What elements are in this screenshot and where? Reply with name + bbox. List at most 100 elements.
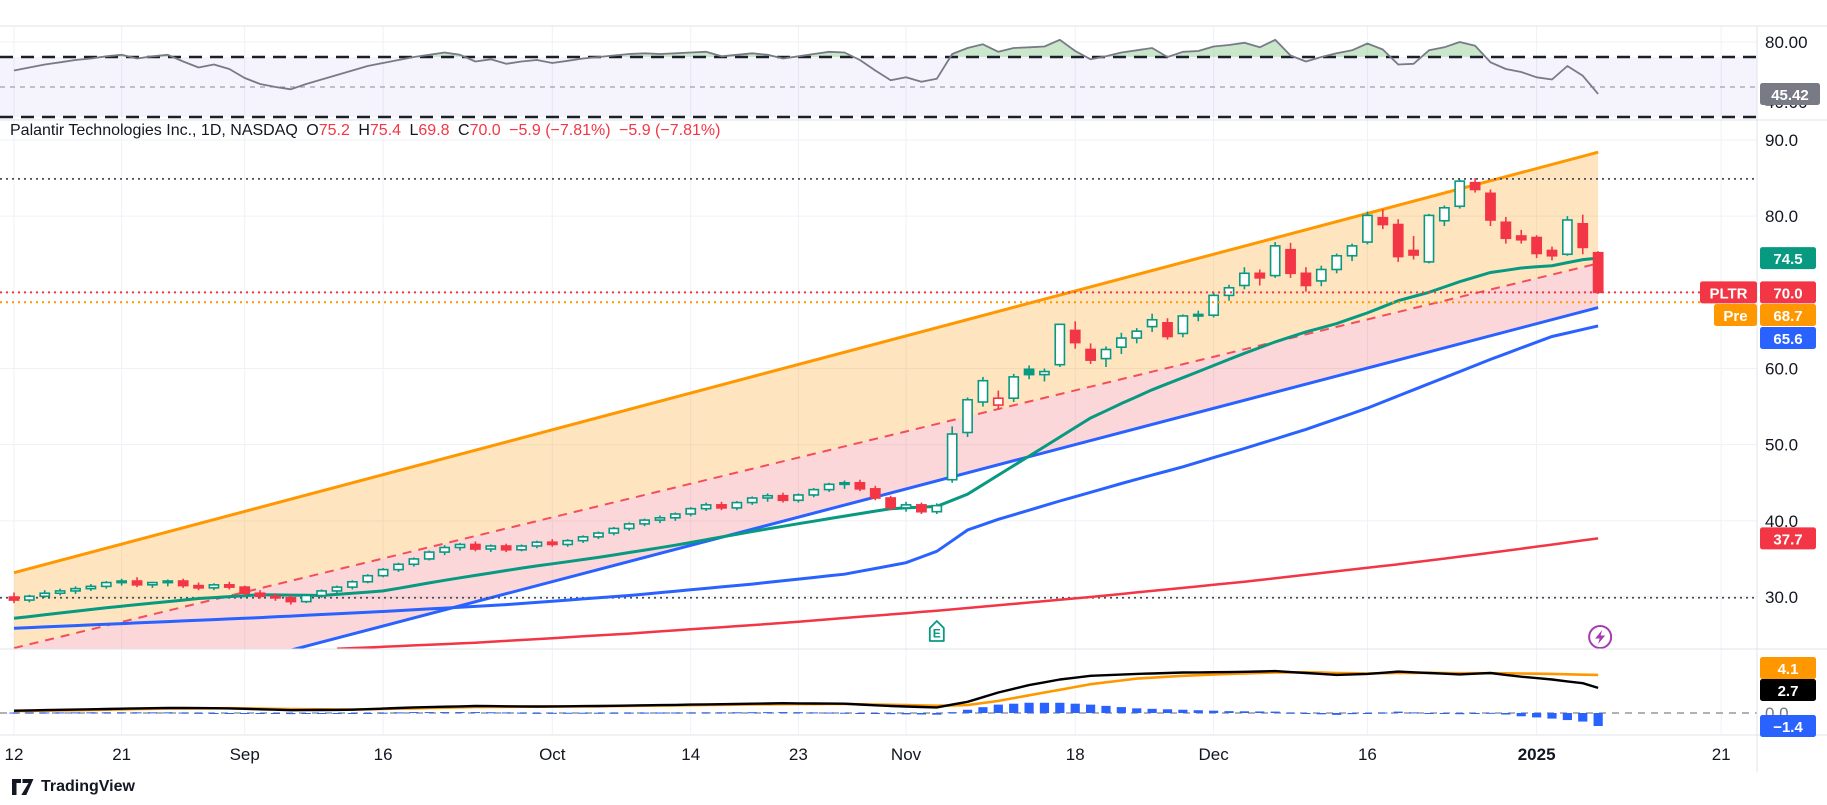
candle-body bbox=[1315, 268, 1327, 282]
histogram-bar bbox=[486, 712, 496, 714]
tradingview-logo[interactable]: TradingView bbox=[12, 778, 135, 796]
candle-body bbox=[1377, 216, 1389, 226]
histogram-bar bbox=[193, 712, 204, 714]
candle bbox=[1269, 242, 1281, 278]
candle-body bbox=[454, 543, 466, 549]
candle bbox=[562, 539, 574, 547]
candle-body bbox=[1254, 272, 1266, 279]
premarket-label-bg bbox=[1714, 304, 1757, 326]
histogram-bar bbox=[686, 712, 696, 714]
main-price-pane[interactable] bbox=[0, 150, 1757, 723]
histogram-bar bbox=[763, 712, 773, 714]
histogram-bar bbox=[747, 712, 757, 714]
candle bbox=[70, 586, 81, 594]
candle bbox=[1131, 328, 1143, 344]
price-tick-label: 80.0 bbox=[1765, 207, 1798, 226]
macd-signal-badge-bg bbox=[1760, 657, 1816, 679]
candle bbox=[1239, 267, 1250, 290]
price-axis[interactable]: 90.080.060.050.040.030.080.0040.000.045.… bbox=[1700, 33, 1820, 737]
candle-body bbox=[1577, 222, 1589, 249]
rsi-value-badge-text: 45.42 bbox=[1771, 87, 1809, 104]
earnings-marker[interactable]: E bbox=[928, 620, 945, 642]
rsi-line bbox=[13, 38, 1599, 95]
candle bbox=[1177, 314, 1189, 338]
histogram-bar bbox=[855, 713, 865, 714]
candle-body bbox=[1008, 376, 1020, 400]
candle bbox=[516, 544, 527, 552]
premarket-label: Pre bbox=[1714, 304, 1757, 326]
candle bbox=[1208, 292, 1220, 318]
histogram-bar bbox=[1039, 702, 1050, 713]
candle bbox=[1115, 332, 1127, 355]
candle-body bbox=[162, 580, 174, 584]
candle-body bbox=[823, 483, 835, 491]
candle-body bbox=[1561, 219, 1573, 256]
rsi-pane[interactable] bbox=[0, 38, 1757, 119]
ema-value-badge-bg bbox=[1760, 247, 1816, 270]
candle-body bbox=[900, 504, 912, 509]
candle bbox=[331, 585, 343, 594]
candle bbox=[946, 426, 958, 483]
histogram-bar bbox=[440, 712, 450, 714]
candle-body bbox=[1023, 368, 1035, 376]
macd-pane[interactable] bbox=[0, 669, 1757, 727]
time-axis-label: 14 bbox=[681, 745, 700, 764]
candle-body bbox=[1408, 249, 1419, 256]
candle-body bbox=[116, 580, 128, 584]
histogram-bar bbox=[1070, 703, 1080, 713]
histogram-bar bbox=[70, 712, 81, 714]
candle bbox=[393, 562, 404, 572]
upcoming-event-icon[interactable] bbox=[1588, 625, 1613, 649]
histogram-bar bbox=[24, 712, 34, 714]
macd-signal-badge-text: 4.1 bbox=[1778, 661, 1799, 678]
candle-body bbox=[362, 574, 374, 583]
histogram-bar bbox=[778, 712, 788, 714]
tradingview-logo-icon bbox=[12, 779, 34, 795]
candle bbox=[1085, 343, 1096, 364]
rsi-value-badge: 45.42 bbox=[1760, 83, 1820, 105]
candle bbox=[1162, 318, 1173, 340]
histogram-bar bbox=[1439, 713, 1449, 714]
candle-body bbox=[1208, 294, 1220, 316]
symbol-legend[interactable]: Palantir Technologies Inc., 1D, NASDAQ O… bbox=[10, 122, 724, 140]
candle bbox=[285, 594, 297, 605]
candle-body bbox=[746, 497, 758, 504]
histogram-bar bbox=[101, 712, 111, 714]
histogram-bar bbox=[609, 712, 619, 714]
candle bbox=[977, 376, 989, 407]
candle-body bbox=[1131, 330, 1143, 339]
candle-body bbox=[562, 539, 574, 546]
macd-histogram bbox=[9, 702, 1603, 727]
histogram-bar bbox=[1301, 713, 1311, 714]
candle-body bbox=[777, 494, 789, 502]
histogram-bar bbox=[932, 713, 942, 715]
histogram-bar bbox=[793, 712, 803, 714]
candle-body bbox=[469, 543, 481, 550]
time-axis[interactable]: 12 21 Sep 16 Oct 14 23 Nov 18 Dec 16 2025 21 bbox=[5, 745, 1731, 764]
histogram-bar bbox=[624, 712, 634, 714]
candle bbox=[316, 589, 327, 598]
histogram-bar bbox=[516, 712, 527, 714]
ohlc-open: O75.2 bbox=[306, 122, 350, 139]
histogram-bar bbox=[147, 712, 158, 714]
lightning-bolt bbox=[1595, 630, 1606, 644]
histogram-bar bbox=[1347, 713, 1357, 715]
candle-body bbox=[177, 580, 189, 587]
candle bbox=[546, 539, 558, 547]
symbol-price-label: PLTR bbox=[1700, 281, 1757, 304]
change-value: −5.9 (−7.81%) bbox=[509, 122, 611, 139]
time-axis-label: Nov bbox=[891, 745, 922, 764]
histogram-bar bbox=[1055, 702, 1065, 713]
macd-signal-badge: 4.1 bbox=[1760, 657, 1816, 679]
candle bbox=[1285, 242, 1296, 278]
ma-slow-value-badge-bg bbox=[1760, 327, 1816, 349]
candle-body bbox=[577, 536, 589, 542]
candle-body bbox=[239, 586, 251, 595]
candle-body bbox=[500, 545, 512, 551]
time-axis-label: 23 bbox=[789, 745, 808, 764]
candle-body bbox=[516, 545, 527, 551]
histogram-bar bbox=[332, 713, 342, 714]
candle-body bbox=[1239, 272, 1250, 287]
